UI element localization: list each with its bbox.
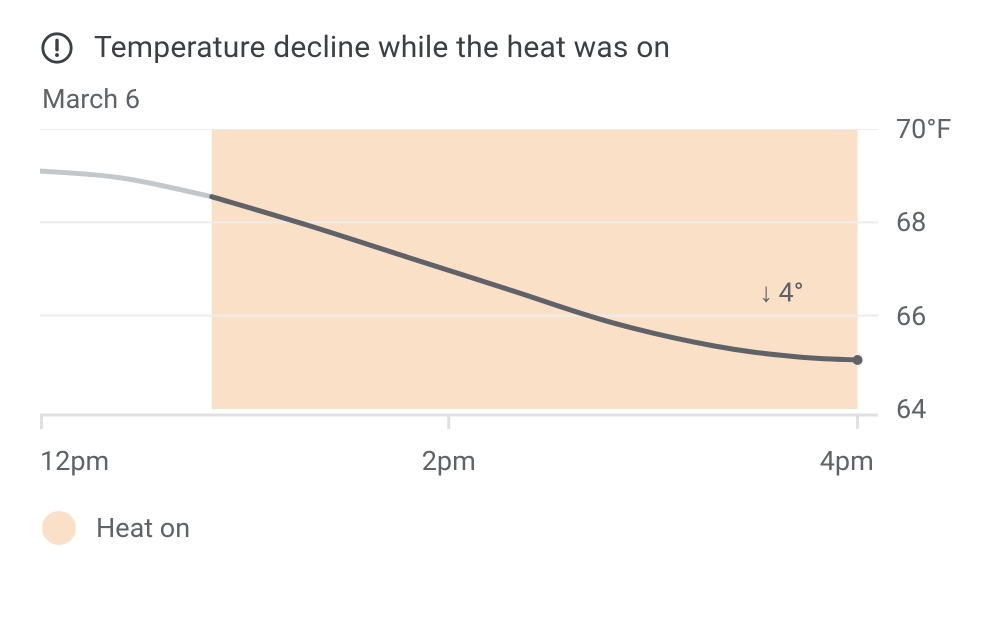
legend-swatch-heat-on — [42, 511, 76, 545]
x-tick-label: 12pm — [40, 445, 109, 477]
y-tick-label: 64 — [896, 396, 926, 423]
legend-label: Heat on — [96, 512, 190, 544]
y-axis-labels: 70°F686664 — [878, 129, 960, 409]
delta-annotation: ↓ 4° — [759, 277, 803, 309]
date-label: March 6 — [42, 83, 960, 115]
x-axis-labels: 12pm 2pm 4pm — [40, 437, 878, 477]
x-axis-baseline — [40, 413, 878, 433]
card-title: Temperature decline while the heat was o… — [94, 30, 670, 65]
x-tick-label: 2pm — [422, 445, 476, 477]
legend: Heat on — [42, 511, 960, 545]
y-tick-label: 66 — [896, 303, 926, 330]
temperature-line-chart: ↓ 4° — [40, 129, 878, 409]
y-tick-label: 68 — [896, 209, 926, 236]
chart-area: ↓ 4° 12pm2pm4pm 70°F686664 — [40, 129, 960, 477]
plot: ↓ 4° 12pm 2pm 4pm — [40, 129, 878, 477]
y-tick-label: 70°F — [896, 116, 951, 143]
chart-card: Temperature decline while the heat was o… — [0, 0, 1000, 565]
card-header: Temperature decline while the heat was o… — [40, 30, 960, 65]
alert-icon — [40, 31, 74, 65]
x-tick-label: 4pm — [820, 445, 874, 477]
